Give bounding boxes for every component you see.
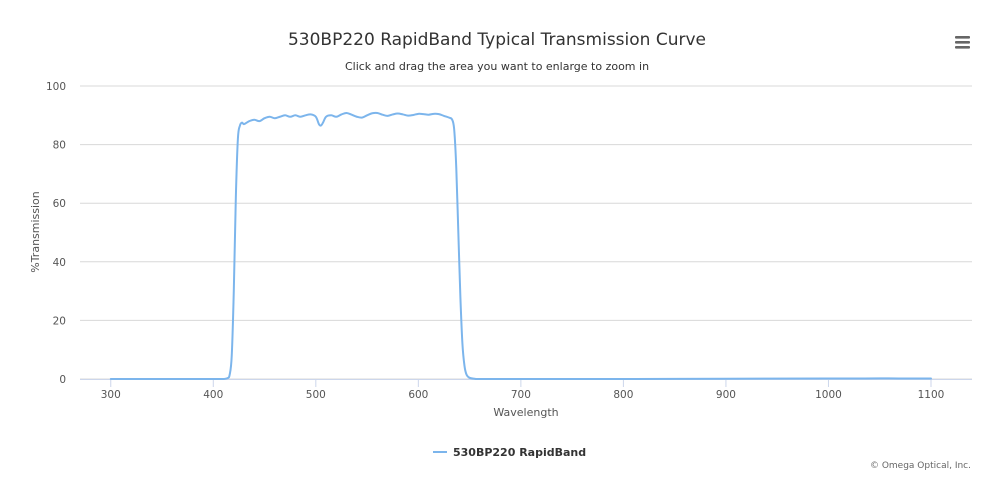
- x-tick-label-1000: 1000: [815, 389, 842, 401]
- x-axis-ticks: 300 400 500 600 700 800 900 1000 1100: [101, 379, 945, 401]
- legend[interactable]: 530BP220 RapidBand: [433, 446, 586, 459]
- y-axis-title: %Transmission: [29, 191, 42, 273]
- y-tick-label-20: 20: [53, 315, 66, 327]
- y-tick-label-40: 40: [53, 257, 66, 269]
- legend-label[interactable]: 530BP220 RapidBand: [453, 446, 586, 459]
- credit-text[interactable]: © Omega Optical, Inc.: [870, 461, 971, 471]
- x-tick-label-800: 800: [613, 389, 633, 401]
- hamburger-menu-icon[interactable]: [951, 32, 975, 52]
- y-tick-label-60: 60: [53, 198, 66, 210]
- x-axis-title: Wavelength: [493, 406, 558, 419]
- grid-lines: [80, 85, 972, 380]
- x-tick-label-700: 700: [511, 389, 531, 401]
- x-tick-label-600: 600: [408, 389, 428, 401]
- series-line-0[interactable]: [109, 111, 932, 381]
- x-tick-label-400: 400: [203, 389, 223, 401]
- plot-series[interactable]: [109, 111, 932, 381]
- x-tick-label-500: 500: [306, 389, 326, 401]
- y-tick-label-80: 80: [53, 140, 66, 152]
- chart-subtitle: Click and drag the area you want to enla…: [345, 60, 649, 73]
- x-tick-label-1100: 1100: [918, 389, 945, 401]
- y-tick-label-100: 100: [46, 81, 66, 93]
- x-tick-label-300: 300: [101, 389, 121, 401]
- y-tick-label-0: 0: [59, 374, 66, 386]
- chart-title: 530BP220 RapidBand Typical Transmission …: [288, 30, 706, 50]
- x-tick-label-900: 900: [716, 389, 736, 401]
- y-axis-ticks: 0 20 40 60 80 100: [46, 81, 66, 386]
